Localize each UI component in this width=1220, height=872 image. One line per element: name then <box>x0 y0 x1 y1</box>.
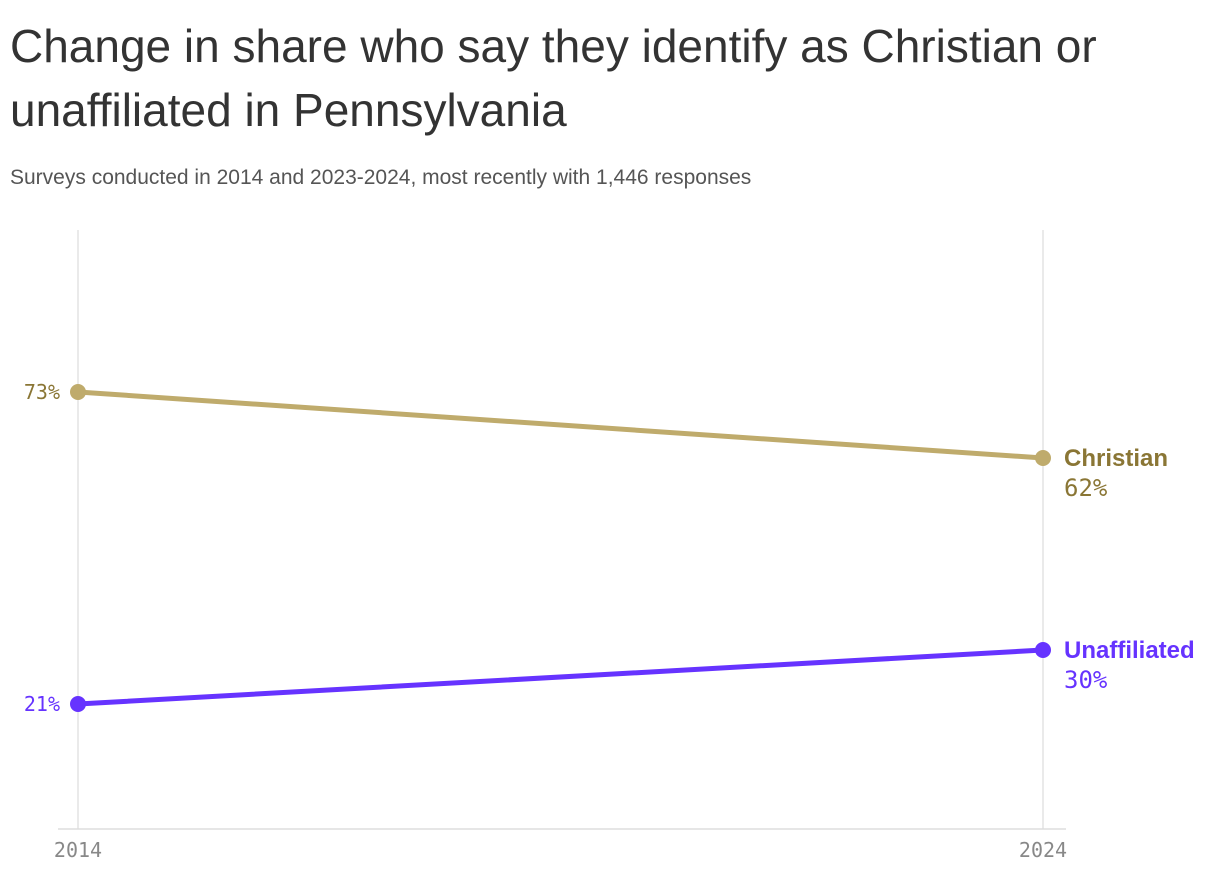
data-point <box>70 696 86 712</box>
data-point <box>70 384 86 400</box>
series-name-label: Unaffiliated <box>1064 637 1195 664</box>
end-value-label: 62% <box>1064 474 1108 502</box>
data-point <box>1035 450 1051 466</box>
chart-series <box>70 384 1051 712</box>
end-value-label: 30% <box>1064 666 1108 694</box>
x-tick-label: 2024 <box>1019 838 1067 862</box>
start-value-label: 73% <box>24 380 60 404</box>
series-name-label: Christian <box>1064 445 1168 472</box>
chart-title: Change in share who say they identify as… <box>10 20 1097 136</box>
series-line <box>75 647 1046 707</box>
x-tick-label: 2014 <box>54 838 102 862</box>
chart-subtitle: Surveys conducted in 2014 and 2023-2024,… <box>10 166 752 189</box>
series-line <box>75 389 1046 461</box>
chart-grid <box>58 230 1066 830</box>
start-value-label: 21% <box>24 692 60 716</box>
data-point <box>1035 642 1051 658</box>
x-axis-ticks: 2014 2024 <box>54 838 1067 862</box>
